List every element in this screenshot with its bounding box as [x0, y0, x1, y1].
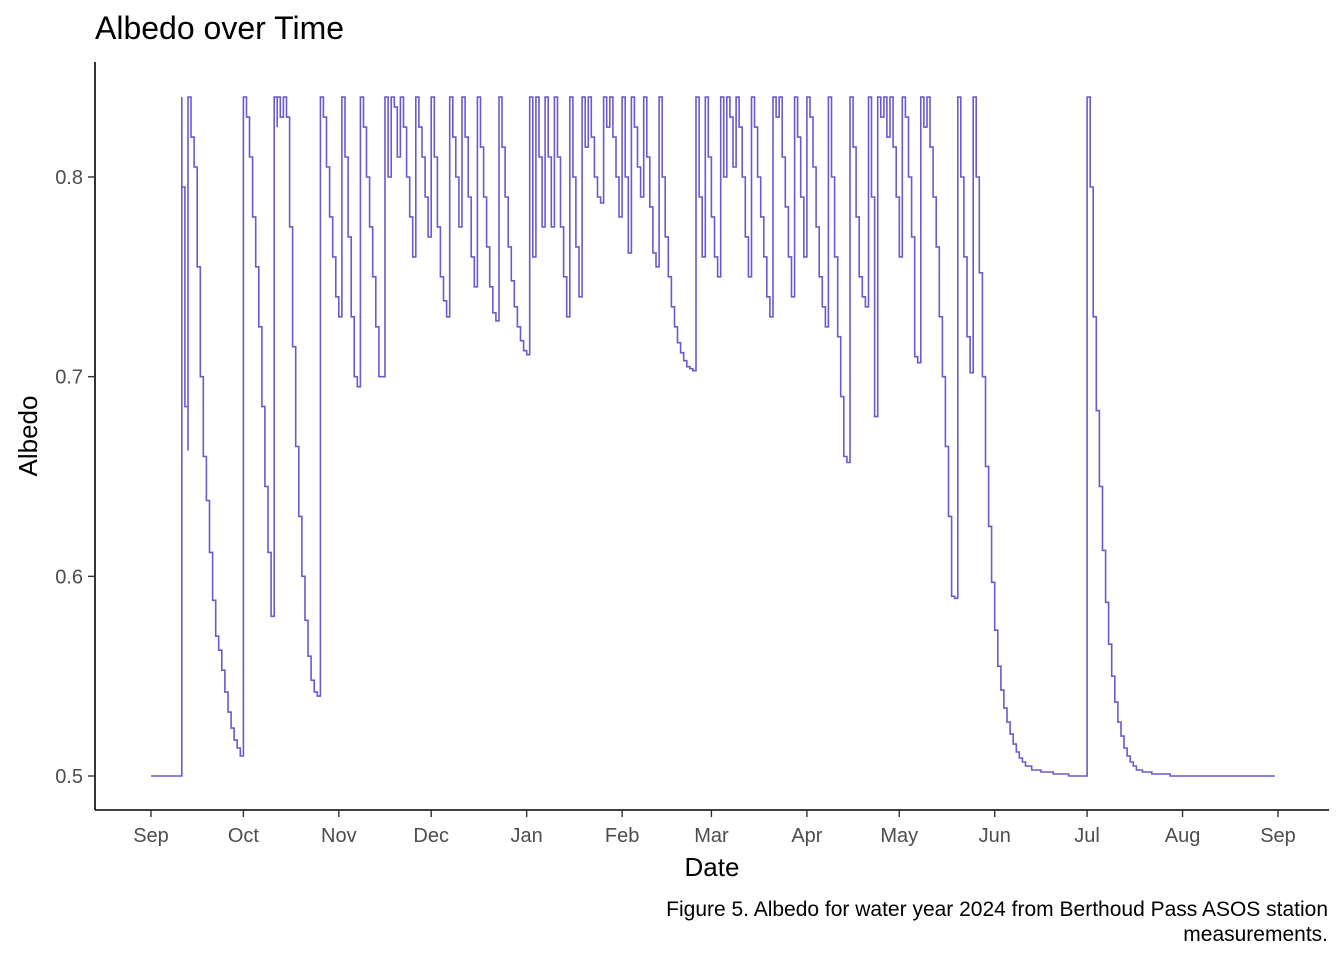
x-tick-label: Jan	[511, 825, 543, 847]
albedo-series-line	[151, 96, 1275, 777]
x-tick-label: Jul	[1074, 825, 1100, 847]
x-tick-label: Jun	[979, 825, 1011, 847]
x-tick-label: Nov	[321, 825, 357, 847]
y-axis-title: Albedo	[13, 396, 43, 477]
x-ticks: Sep Oct Nov Dec Jan Feb Mar Apr May Jun Jul Aug Sep	[133, 810, 1296, 847]
y-tick-label: 0.8	[55, 167, 83, 189]
x-tick-label: Mar	[694, 825, 729, 847]
x-axis-title: Date	[685, 852, 740, 882]
x-tick-label: Aug	[1165, 825, 1201, 847]
y-ticks: 0.5 0.6 0.7 0.8	[55, 167, 95, 788]
x-tick-label: May	[880, 825, 918, 847]
figure-caption: Figure 5. Albedo for water year 2024 fro…	[666, 898, 1328, 946]
x-tick-label: Sep	[133, 825, 169, 847]
x-tick-label: Feb	[605, 825, 639, 847]
x-tick-label: Oct	[228, 825, 260, 847]
x-tick-label: Apr	[791, 825, 822, 847]
y-tick-label: 0.6	[55, 566, 83, 588]
x-tick-label: Sep	[1260, 825, 1296, 847]
x-tick-label: Dec	[413, 825, 449, 847]
y-tick-label: 0.5	[55, 766, 83, 788]
y-tick-label: 0.7	[55, 367, 83, 389]
chart-title: Albedo over Time	[95, 10, 345, 46]
